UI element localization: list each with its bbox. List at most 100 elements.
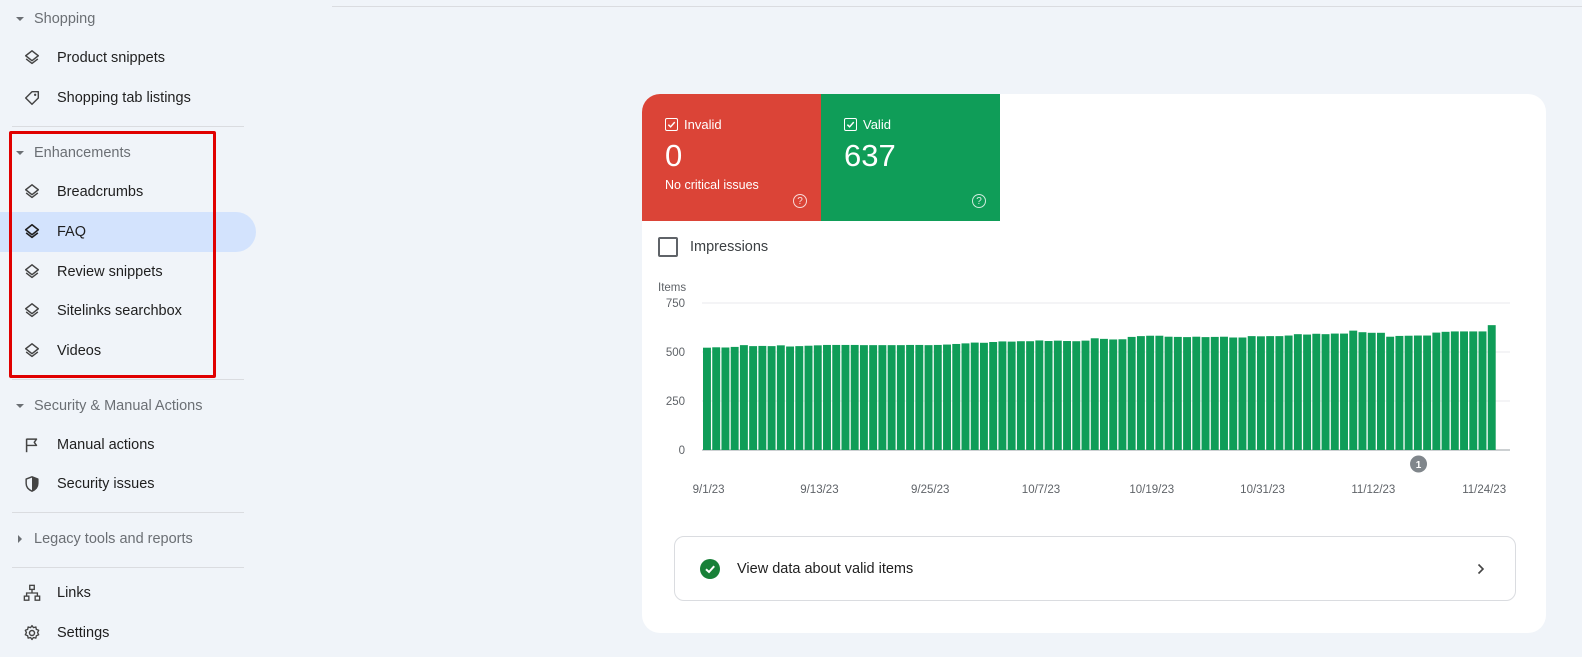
sidebar-item-links[interactable]: Links [0,573,256,613]
section-enhancements[interactable]: Enhancements [0,141,131,165]
y-tick-label: 750 [666,298,685,310]
bar [1432,332,1441,450]
bar [1210,336,1219,450]
bar [1395,335,1404,450]
x-tick-label: 10/7/23 [1022,484,1060,496]
status-card: Invalid 0 No critical issues ? Valid 637… [642,94,1546,633]
sidebar-item-videos[interactable]: Videos [0,331,256,371]
checkbox-checked-icon[interactable] [665,118,678,131]
bar [998,341,1007,450]
highlight-box [9,131,216,378]
bar [758,345,767,450]
sidebar-item-label: Product snippets [57,50,166,66]
bar [1109,339,1118,450]
bar [961,343,970,450]
section-label: Enhancements [34,145,131,161]
bar [1386,336,1395,450]
bar [1220,336,1228,450]
sidebar-item-product-snippets[interactable]: Product snippets [0,38,256,78]
bar [1229,337,1238,450]
layers-icon [22,182,42,202]
x-tick-label: 9/1/23 [693,484,725,496]
chevron-right-icon [1477,563,1485,575]
bar [924,345,933,450]
checkbox-checked-icon[interactable] [844,118,857,131]
bar [1016,341,1025,450]
bar [1376,332,1385,450]
section-shopping[interactable]: Shopping [0,7,95,31]
bar [749,346,758,450]
bar [721,347,730,450]
bar [1413,335,1422,450]
bar [952,343,961,450]
bar [703,347,711,450]
annotation-marker [1410,455,1428,473]
bar [1238,337,1247,450]
checkbox-unchecked-icon[interactable] [658,237,678,257]
bar [813,345,822,450]
sidebar-item-manual-actions[interactable]: Manual actions [0,425,256,465]
bar [1192,336,1201,450]
sidebar-item-label: Review snippets [57,264,163,280]
bar [1441,331,1450,450]
bar [1127,336,1136,450]
invalid-tile[interactable]: Invalid 0 No critical issues ? [642,94,821,221]
sidebar-item-breadcrumbs[interactable]: Breadcrumbs [0,172,256,212]
bar [1478,331,1487,450]
sidebar-item-settings[interactable]: Settings [0,613,256,653]
bar [1469,331,1478,450]
section-label: Security & Manual Actions [34,398,203,414]
bar [1247,336,1256,450]
bar [1284,335,1293,450]
sidebar-item-label: Videos [57,343,102,359]
sidebar-item-label: Security issues [57,476,155,492]
sitemap-icon [22,583,42,603]
section-legacy-tools[interactable]: Legacy tools and reports [0,527,193,551]
section-security-manual-actions[interactable]: Security & Manual Actions [0,394,202,418]
sidebar-item-sitelinks-searchbox[interactable]: Sitelinks searchbox [0,291,256,331]
bar-chart: Items 0 250 500 750 9/1/23 9/13/23 9/25/23 10/7/… [658,282,1510,496]
bar [1450,331,1459,450]
bar [1053,340,1062,450]
bar [915,344,924,450]
bar [1026,341,1035,450]
sidebar-item-label: Sitelinks searchbox [57,303,182,319]
sidebar-item-shopping-tab-listings[interactable]: Shopping tab listings [0,78,256,118]
sidebar-item-review-snippets[interactable]: Review snippets [0,252,256,292]
sidebar-item-label: FAQ [57,224,87,240]
bar [1183,337,1192,450]
sidebar-item-label: Settings [57,625,110,641]
bar [1293,334,1302,450]
header-divider [332,6,1582,7]
divider [12,512,244,513]
layers-icon [22,48,42,68]
bar [739,345,748,450]
bar [1266,336,1275,450]
bar [1404,335,1413,450]
bar [878,345,887,450]
bar [1164,336,1173,450]
impressions-toggle[interactable]: Impressions [658,237,768,257]
bar [933,344,942,450]
bar [1275,336,1284,450]
x-tick-label: 10/19/23 [1129,484,1174,496]
x-tick-label: 10/31/23 [1240,484,1285,496]
valid-label: Valid [863,117,891,132]
divider [12,379,244,380]
view-valid-items-row[interactable]: View data about valid items [674,536,1516,601]
section-label: Legacy tools and reports [34,531,193,547]
bar [1201,337,1210,450]
help-icon[interactable]: ? [972,194,986,208]
valid-tile[interactable]: Valid 637 ? [821,94,1000,221]
sidebar-item-security-issues[interactable]: Security issues [0,464,256,504]
bar [1321,334,1330,450]
sidebar-item-label: Breadcrumbs [57,184,144,200]
gear-icon [22,623,42,643]
x-tick-label: 9/25/23 [911,484,949,496]
impressions-label: Impressions [690,239,769,255]
help-icon[interactable]: ? [793,194,807,208]
y-tick-label: 500 [666,347,685,359]
bar [1303,334,1312,450]
bar [979,342,988,450]
bar [1460,331,1469,450]
